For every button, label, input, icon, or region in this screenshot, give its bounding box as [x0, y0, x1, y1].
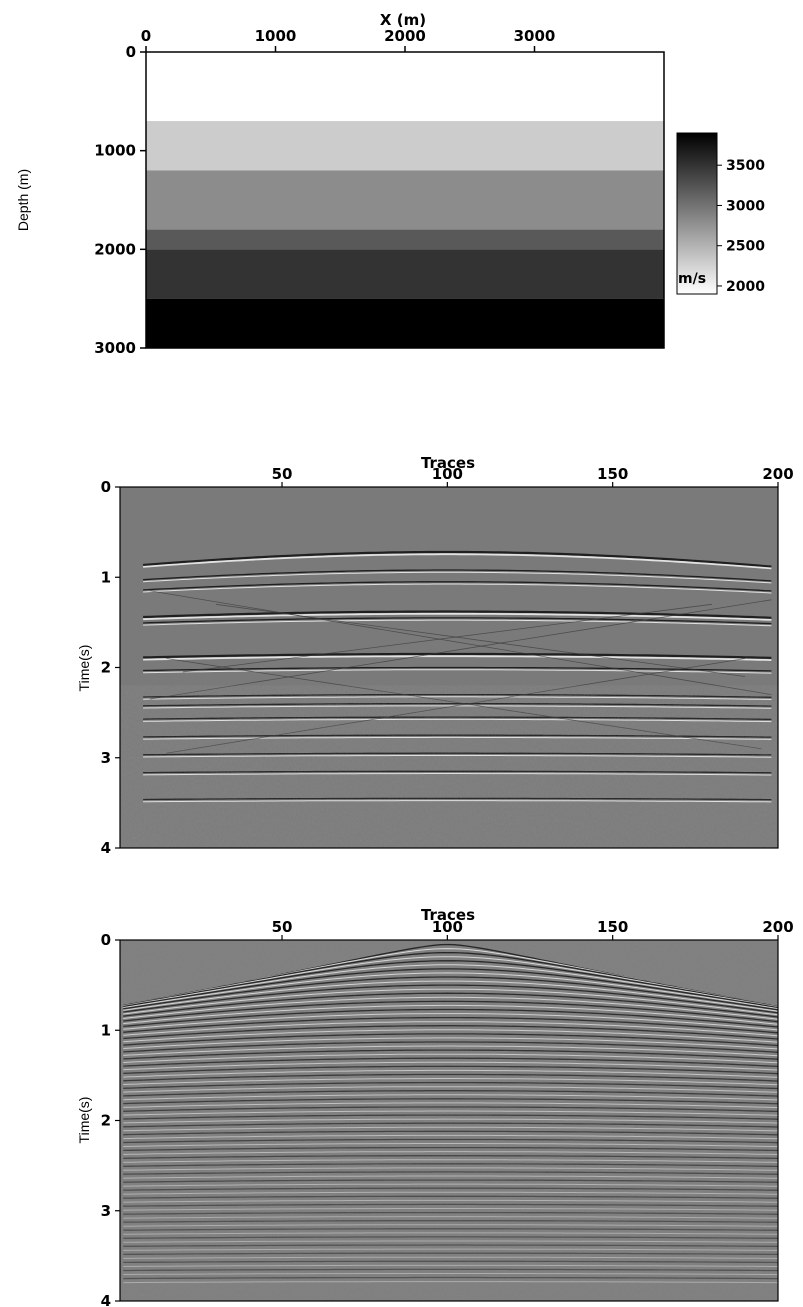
event-light-2: [143, 583, 772, 594]
noise-texture-2: [120, 940, 778, 1301]
time-tick-label-b0: 0: [101, 931, 111, 949]
linear-noise-0: [149, 590, 772, 695]
event-dark-1: [143, 569, 772, 582]
x-tick-label-0: 0: [141, 27, 151, 45]
colorbar-tick-label-0: 2000: [726, 279, 765, 295]
time-tick-label-a0: 0: [101, 478, 111, 496]
trace-tick-label-a3: 200: [762, 465, 793, 483]
time-axis-label-2: Time(s): [76, 1097, 92, 1144]
colorbar-tick-label-3: 3500: [726, 158, 765, 174]
linear-noise-1: [149, 599, 772, 700]
colorbar-tick-label-1: 2500: [726, 239, 765, 255]
linear-noise-2: [215, 603, 745, 677]
event-dark-3: [143, 610, 772, 619]
depth-tick-label-0: 0: [126, 43, 136, 61]
trace-tick-label-a2: 150: [597, 465, 628, 483]
trace-tick-label-a1: 100: [432, 465, 463, 483]
velocity-layer-5: [146, 298, 664, 348]
x-tick-label-3: 3000: [514, 27, 556, 45]
trace-tick-label-a0: 50: [272, 465, 293, 483]
time-tick-label-b1: 1: [101, 1021, 111, 1039]
traces-axis-ticks-2: 50 100 150 200: [272, 918, 794, 940]
velocity-model-panel: X (m) 0 1000 2000 3000 0 1000 2000 3000 Depth …: [15, 11, 765, 357]
trace-tick-label-b1: 100: [432, 918, 463, 936]
event-light-0: [143, 553, 772, 570]
depth-axis-ticks: 0 1000 2000 3000: [94, 43, 146, 357]
time-tick-label-b2: 2: [101, 1112, 111, 1130]
colorbar-unit-label: m/s: [678, 271, 706, 287]
time-tick-label-a4: 4: [101, 839, 111, 857]
time-tick-label-b3: 3: [101, 1202, 111, 1220]
time-axis-ticks-2: 0 1 2 3 4: [101, 931, 120, 1307]
event-dark-5: [143, 652, 772, 659]
velocity-layer-4: [146, 249, 664, 299]
depth-tick-label-1: 1000: [94, 142, 136, 160]
traces-axis-label-2: Traces: [421, 906, 475, 924]
depth-tick-label-3: 3000: [94, 339, 136, 357]
time-axis-label: Time(s): [76, 645, 92, 692]
traces-axis-label: Traces: [421, 454, 475, 472]
x-axis-label: X (m): [380, 11, 426, 29]
trace-tick-label-b0: 50: [272, 918, 293, 936]
event-dark-4: [143, 617, 772, 625]
shot-gather-events: [120, 550, 778, 848]
velocity-layer-1: [146, 121, 664, 171]
trace-tick-label-b3: 200: [762, 918, 793, 936]
processed-gather-events: [120, 940, 779, 1301]
colorbar: [676, 132, 718, 295]
shot-gather-panel: Traces 50 100 150 200 0 1 2 3 4 Time(s): [76, 454, 794, 857]
x-axis-ticks: 0 1000 2000 3000: [141, 27, 556, 52]
colorbar-ticks: 2000 2500 3000 3500: [717, 158, 765, 295]
x-tick-label-2: 2000: [384, 27, 426, 45]
event-light-1: [143, 571, 772, 584]
linear-noise-3: [182, 603, 712, 673]
traces-axis-ticks: 50 100 150 200: [272, 465, 794, 487]
velocity-layer-2: [146, 170, 664, 230]
event-dark-2: [143, 581, 772, 592]
noise-texture: [120, 685, 778, 848]
time-axis-ticks: 0 1 2 3 4: [101, 478, 120, 857]
colorbar-tick-label-2: 3000: [726, 198, 765, 214]
time-tick-label-a1: 1: [101, 568, 111, 586]
event-light-5: [143, 655, 772, 661]
time-tick-label-a2: 2: [101, 659, 111, 677]
x-tick-label-1: 1000: [255, 27, 297, 45]
event-light-4: [143, 619, 772, 627]
depth-axis-label: Depth (m): [15, 169, 31, 231]
time-tick-label-b4: 4: [101, 1292, 111, 1307]
event-dark-0: [143, 550, 772, 568]
velocity-layers: [146, 52, 664, 348]
velocity-layer-0: [146, 52, 664, 122]
processed-gather-panel: Traces 50 100 150 200 0 1 2 3 4 Time(s): [76, 906, 794, 1307]
velocity-layer-3: [146, 229, 664, 250]
event-dark-6: [143, 666, 772, 672]
trace-tick-label-b2: 150: [597, 918, 628, 936]
time-tick-label-a3: 3: [101, 749, 111, 767]
depth-tick-label-2: 2000: [94, 240, 136, 258]
